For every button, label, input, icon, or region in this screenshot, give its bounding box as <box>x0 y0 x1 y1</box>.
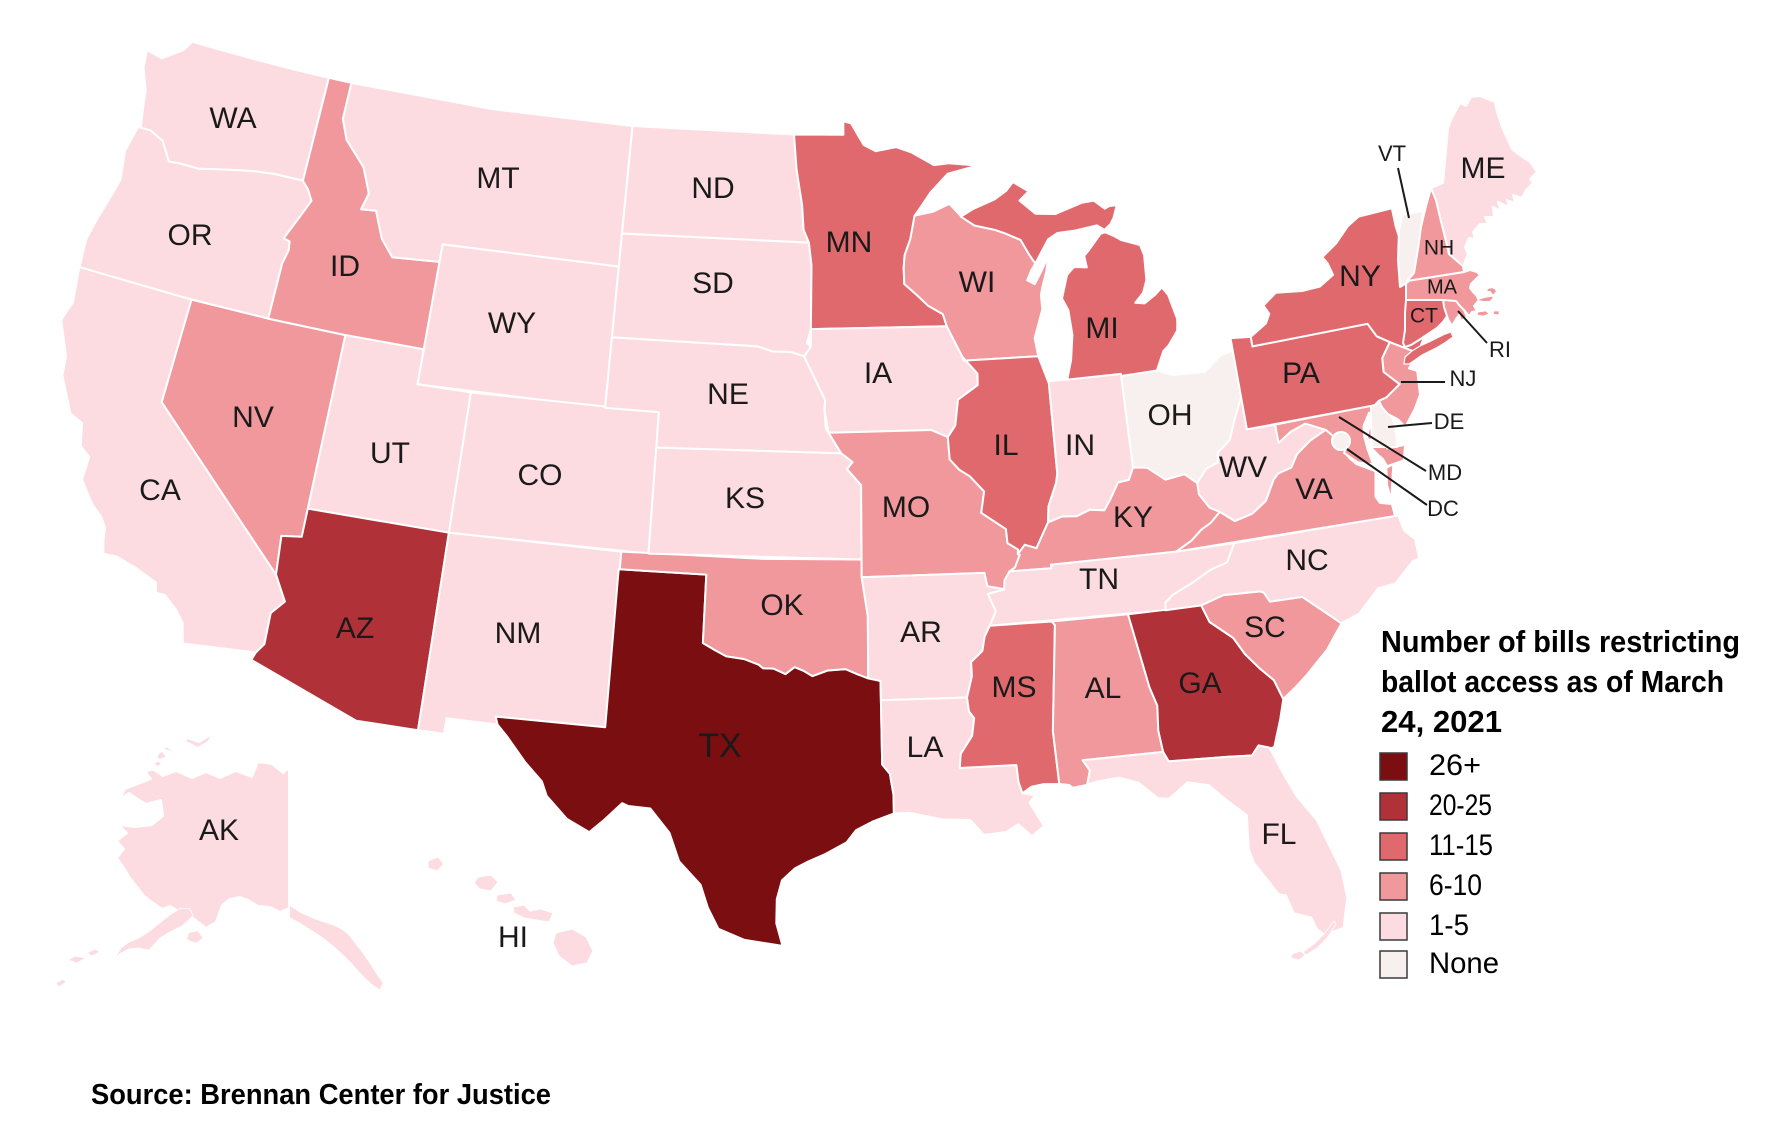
svg-text:OK: OK <box>760 589 803 622</box>
svg-text:TN: TN <box>1079 563 1119 596</box>
svg-text:WA: WA <box>209 102 256 135</box>
svg-text:MI: MI <box>1085 312 1118 345</box>
svg-text:AZ: AZ <box>336 612 374 645</box>
svg-text:KY: KY <box>1113 501 1153 534</box>
svg-text:RI: RI <box>1489 337 1511 362</box>
svg-text:ND: ND <box>691 172 734 205</box>
svg-text:NC: NC <box>1285 544 1328 577</box>
svg-text:PA: PA <box>1282 357 1320 390</box>
svg-text:26+: 26+ <box>1429 749 1481 782</box>
svg-text:IN: IN <box>1065 429 1095 462</box>
svg-text:CA: CA <box>139 474 181 507</box>
svg-text:MS: MS <box>992 671 1037 704</box>
svg-text:11-15: 11-15 <box>1429 829 1493 862</box>
svg-text:20-25: 20-25 <box>1429 789 1492 822</box>
svg-text:NE: NE <box>707 378 749 411</box>
svg-text:WY: WY <box>488 307 536 340</box>
svg-text:DE: DE <box>1434 409 1465 434</box>
svg-text:DC: DC <box>1427 496 1459 521</box>
svg-text:IA: IA <box>864 357 892 390</box>
svg-text:ME: ME <box>1461 152 1506 185</box>
svg-text:AL: AL <box>1085 672 1122 705</box>
svg-text:1-5: 1-5 <box>1429 909 1469 942</box>
svg-text:NY: NY <box>1339 260 1381 293</box>
svg-text:NM: NM <box>495 617 542 650</box>
svg-text:ballot access as of March: ballot access as of March <box>1381 664 1724 699</box>
svg-text:VA: VA <box>1295 473 1333 506</box>
svg-text:NV: NV <box>232 401 274 434</box>
svg-text:Source: Brennan Center for Jus: Source: Brennan Center for Justice <box>91 1079 551 1111</box>
svg-text:24, 2021: 24, 2021 <box>1381 704 1502 739</box>
svg-text:None: None <box>1429 947 1499 980</box>
svg-text:IL: IL <box>993 429 1018 462</box>
svg-text:Number of bills restricting: Number of bills restricting <box>1381 624 1740 659</box>
svg-text:GA: GA <box>1178 667 1221 700</box>
svg-text:CT: CT <box>1410 305 1438 328</box>
svg-text:NJ: NJ <box>1450 366 1477 391</box>
svg-text:AR: AR <box>900 616 942 649</box>
svg-text:6-10: 6-10 <box>1429 869 1482 902</box>
svg-text:KS: KS <box>725 482 765 515</box>
svg-text:OR: OR <box>168 219 213 252</box>
svg-text:FL: FL <box>1261 818 1296 851</box>
svg-text:UT: UT <box>370 437 410 470</box>
svg-text:MT: MT <box>476 162 519 195</box>
svg-text:WV: WV <box>1219 451 1267 484</box>
svg-text:LA: LA <box>907 731 944 764</box>
svg-text:SC: SC <box>1244 611 1286 644</box>
svg-text:ID: ID <box>330 250 360 283</box>
svg-text:MA: MA <box>1427 276 1458 298</box>
svg-text:AK: AK <box>199 814 239 847</box>
svg-text:CO: CO <box>518 459 563 492</box>
svg-text:SD: SD <box>692 267 734 300</box>
svg-text:HI: HI <box>498 921 528 954</box>
svg-text:MN: MN <box>826 226 873 259</box>
svg-text:VT: VT <box>1378 141 1406 166</box>
svg-text:MD: MD <box>1428 460 1462 485</box>
svg-text:TX: TX <box>698 727 741 765</box>
svg-text:WI: WI <box>959 266 996 299</box>
svg-text:MO: MO <box>882 491 930 524</box>
svg-text:NH: NH <box>1424 237 1454 260</box>
svg-text:OH: OH <box>1148 399 1193 432</box>
